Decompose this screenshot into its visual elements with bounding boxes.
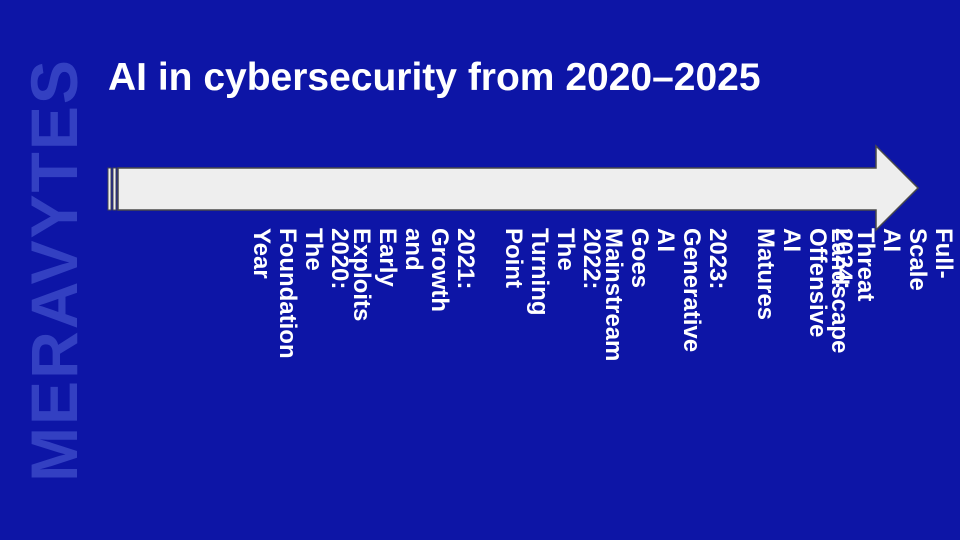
timeline-arrow-tail-bar-2: [112, 167, 117, 211]
milestone-label: 2021: Growth and Early Exploits: [348, 228, 479, 322]
milestone-label: 2022: The Turning Point: [500, 228, 605, 316]
milestone-label: 2020: The Foundation Year: [248, 228, 353, 359]
timeline-arrow-tail-bar-1: [107, 167, 112, 211]
timeline-arrow: [107, 144, 920, 232]
brand-watermark: MERAVYTES: [17, 58, 91, 482]
milestone-2020: 2020: The Foundation Year: [112, 228, 353, 359]
milestone-label: 2025: Full-Scale AI Threat Landscape: [826, 228, 960, 354]
timeline-arrow-body: [117, 144, 920, 232]
slide-title: AI in cybersecurity from 2020–2025: [108, 56, 761, 99]
milestone-2022: 2022: The Turning Point: [364, 228, 605, 318]
milestone-2023: 2023: Generative AI Goes Mainstream: [490, 228, 731, 362]
milestone-label: 2023: Generative AI Goes Mainstream: [600, 228, 731, 362]
milestone-2025: 2025: Full-Scale AI Threat Landscape: [742, 228, 960, 354]
milestone-2021: 2021: Growth and Early Exploits: [238, 228, 479, 322]
